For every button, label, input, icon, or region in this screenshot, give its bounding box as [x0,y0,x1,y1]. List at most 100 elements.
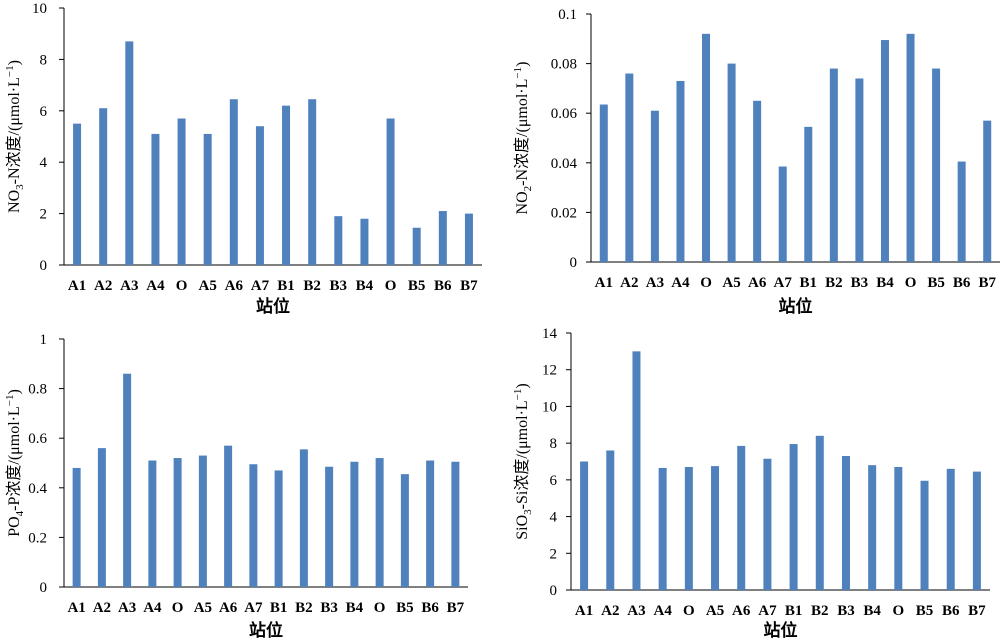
x-category-label: B4 [356,278,374,294]
x-category-label: B1 [800,275,818,291]
y-tick-label: 0.2 [28,530,47,546]
bar-B4 [350,461,359,587]
y-axis-title-part: -P浓度/(μmol·L [5,406,23,511]
y-tick-label: 4 [40,155,48,171]
x-category-label: A4 [143,600,162,616]
y-axis-title-part: ) [6,389,23,394]
x-category-label: O [905,275,917,291]
y-tick-label: 6 [550,473,558,489]
x-category-label: B4 [876,275,894,291]
x-category-label: B2 [303,278,321,294]
x-axis-title: 站位 [764,620,798,641]
bar-B4 [360,218,369,265]
x-category-label: A4 [671,275,690,291]
bar-O [173,458,182,587]
x-category-label: A6 [225,278,244,294]
bar-O [894,467,903,590]
x-category-label: O [893,603,905,619]
chart-panel-2: 0 0.02 0.04 0.06 0.08 0.1 A1 A2 A3 A4 O A5 A6 A7 B1 B2 B… [512,7,1000,317]
x-category-label: A7 [774,275,793,291]
bar-B4 [868,465,877,590]
y-axis-title: NO2-N浓度/(μmol·L−1) [512,62,534,215]
y-axis-title-part: −1 [4,65,16,77]
y-axis-title-part: 2 [522,186,534,192]
bar-A6 [229,99,238,265]
y-tick-label: 0 [40,580,48,596]
x-category-label: A7 [244,600,263,616]
x-category-label: B7 [978,275,996,291]
x-category-label: A2 [620,275,638,291]
x-category-label: B7 [447,600,465,616]
x-category-label: A3 [646,275,664,291]
bar-A3 [650,110,659,262]
y-tick-label: 0.4 [28,481,47,497]
bar-B7 [464,213,473,265]
bar-A4 [658,467,667,590]
x-category-label: B1 [277,278,295,294]
y-tick-label: 0.1 [558,7,577,23]
x-category-label: A5 [199,278,217,294]
x-category-label: B6 [421,600,439,616]
bar-B5 [400,474,409,587]
x-category-label: A2 [601,603,619,619]
chart-panel-4: 0 2 4 6 8 10 12 14 A1 A2 A3 A4 O A5 A6 A7 B1 B2 B3 B4 O B5 B6 B… [512,326,990,641]
y-axis-title-part: -Si浓度/(μmol·L [513,400,531,509]
x-category-label: A5 [722,275,740,291]
bar-A7 [763,458,772,590]
bar-O [906,33,915,263]
bar-B4 [880,40,889,262]
x-category-label: A6 [748,275,767,291]
bar-B7 [451,461,460,587]
y-axis-title-part: ) [6,60,23,65]
bar-A7 [255,126,264,265]
x-category-label: B2 [811,603,829,619]
x-category-label: A4 [146,278,165,294]
x-category-label: A1 [575,603,593,619]
bar-O [375,458,384,587]
y-tick-label: 1 [40,332,48,348]
y-tick-label: 12 [542,363,557,379]
x-category-label: A1 [67,600,85,616]
y-axis-title-part: ) [514,383,531,388]
x-category-label: B1 [785,603,803,619]
y-tick-label: 8 [40,52,48,68]
bar-B7 [983,120,992,262]
bar-B2 [299,449,308,587]
bar-B2 [829,68,838,262]
y-axis-title-part: −1 [512,389,524,401]
x-category-label: B1 [270,600,288,616]
x-category-label: B2 [295,600,313,616]
x-category-label: A3 [120,278,138,294]
bar-B1 [282,105,291,265]
y-axis-title: PO4-P浓度/(μmol·L−1) [4,389,26,537]
y-tick-label: 4 [550,510,558,526]
bar-B3 [855,78,864,262]
y-axis-title-part: ) [514,62,531,67]
bar-O [702,33,711,263]
x-category-label: A6 [219,600,238,616]
bar-A6 [224,445,233,587]
x-category-label: B5 [408,278,426,294]
bar-O [177,118,186,265]
bar-A5 [727,63,736,262]
x-category-label: A7 [251,278,270,294]
bar-B6 [946,468,955,590]
x-category-label: A2 [93,600,111,616]
bar-B5 [932,68,941,262]
x-category-label: B7 [968,603,986,619]
x-category-label: B4 [346,600,364,616]
y-axis-title-part: 3 [522,509,534,515]
bar-A3 [123,373,132,587]
bar-A4 [151,133,160,265]
y-tick-label: 0.04 [551,156,578,172]
x-category-label: B3 [320,600,338,616]
y-tick-label: 0.06 [551,106,578,122]
x-category-label: A6 [732,603,751,619]
y-axis-title-part: NO [514,191,531,214]
y-tick-label: 0.6 [28,431,47,447]
x-category-label: O [700,275,712,291]
x-category-label: B5 [396,600,414,616]
bar-B3 [334,216,343,265]
y-axis-title-part: -N浓度/(μmol·L [513,79,531,186]
bar-B6 [438,211,447,265]
